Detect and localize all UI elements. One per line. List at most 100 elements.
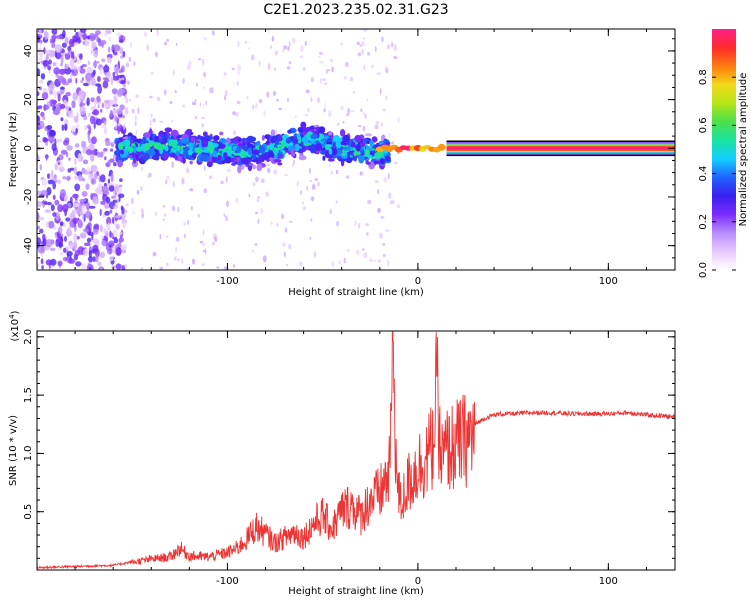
noise-blob [90, 150, 98, 155]
noise-blob [38, 217, 45, 221]
noise-streak [283, 251, 286, 257]
noise-blob [104, 210, 110, 216]
noise-blob [68, 157, 71, 161]
noise-blob [79, 102, 86, 107]
noise-streak [382, 242, 386, 246]
noise-streak [328, 163, 331, 168]
noise-streak [302, 206, 306, 211]
noise-streak [202, 103, 205, 106]
noise-blob [60, 62, 63, 67]
noise-streak [152, 118, 156, 123]
band-blob [123, 139, 131, 147]
noise-blob [66, 145, 73, 151]
band-blob [322, 155, 326, 161]
noise-blob [67, 225, 72, 235]
noise-streak [394, 161, 398, 165]
noise-streak [373, 259, 377, 262]
noise-blob [46, 202, 52, 206]
noise-blob [42, 88, 48, 93]
noise-streak [166, 262, 169, 267]
noise-streak [208, 88, 213, 94]
noise-streak [192, 101, 196, 106]
noise-blob [117, 74, 125, 79]
noise-streak [174, 90, 177, 94]
noise-streak [255, 211, 258, 215]
noise-blob [93, 172, 98, 180]
noise-streak [224, 95, 227, 101]
noise-blob [92, 61, 98, 68]
noise-streak [272, 91, 277, 96]
noise-streak [377, 189, 380, 195]
noise-streak [199, 240, 204, 244]
band-blob [195, 140, 201, 144]
band-blob [277, 162, 283, 166]
noise-streak [293, 160, 295, 165]
noise-streak [382, 253, 386, 258]
noise-blob [102, 213, 106, 218]
band-blob [177, 144, 181, 152]
noise-streak [226, 200, 229, 208]
band-blob [117, 159, 123, 168]
noise-blob [115, 247, 122, 256]
noise-blob [84, 125, 88, 131]
noise-streak [216, 266, 220, 269]
noise-streak [140, 267, 143, 270]
top-ytick-label: 0 [23, 145, 34, 151]
noise-blob [118, 238, 122, 245]
noise-blob [62, 247, 67, 253]
noise-blob [79, 68, 86, 74]
noise-blob [37, 35, 41, 43]
noise-streak [169, 100, 173, 105]
noise-streak [165, 235, 169, 238]
noise-blob [72, 92, 79, 101]
noise-streak [299, 261, 302, 267]
noise-blob [87, 132, 91, 141]
top-ytick-label: -20 [23, 189, 34, 205]
noise-streak [164, 180, 168, 185]
band-blob [189, 160, 193, 165]
band-blob [168, 143, 176, 147]
noise-streak [201, 116, 205, 120]
noise-streak [338, 260, 341, 265]
noise-blob [100, 251, 106, 258]
band-blob [179, 150, 185, 155]
noise-streak [129, 99, 131, 102]
noise-streak [155, 211, 157, 216]
noise-streak [361, 49, 364, 55]
noise-blob [101, 235, 105, 240]
noise-blob [86, 97, 90, 106]
noise-streak [203, 72, 207, 78]
noise-streak [166, 175, 170, 181]
top-ytick-label: -40 [23, 237, 34, 253]
noise-blob [100, 124, 107, 129]
noise-streak [232, 111, 236, 116]
band-blob [310, 133, 318, 140]
band-blob [217, 154, 222, 161]
noise-streak [306, 185, 309, 192]
noise-streak [163, 213, 167, 217]
noise-blob [68, 258, 76, 264]
noise-streak [331, 260, 335, 268]
noise-streak [276, 99, 279, 102]
noise-streak [361, 172, 364, 175]
noise-streak [162, 205, 166, 208]
noise-blob [116, 108, 123, 115]
noise-blob [112, 199, 118, 203]
noise-blob [91, 111, 98, 115]
noise-streak [125, 97, 129, 104]
noise-blob [113, 44, 121, 52]
noise-blob [112, 71, 116, 78]
noise-blob [93, 223, 100, 230]
noise-blob [74, 143, 80, 148]
bottom-xtick-label: -100 [216, 576, 239, 587]
noise-streak [146, 44, 149, 51]
noise-blob [41, 177, 47, 187]
noise-blob [113, 205, 118, 210]
noise-blob [52, 110, 60, 116]
noise-blob [122, 50, 126, 58]
noise-streak [349, 77, 354, 82]
noise-blob [73, 166, 78, 175]
noise-streak [377, 207, 381, 213]
noise-blob [45, 49, 52, 54]
noise-blob [72, 217, 79, 224]
